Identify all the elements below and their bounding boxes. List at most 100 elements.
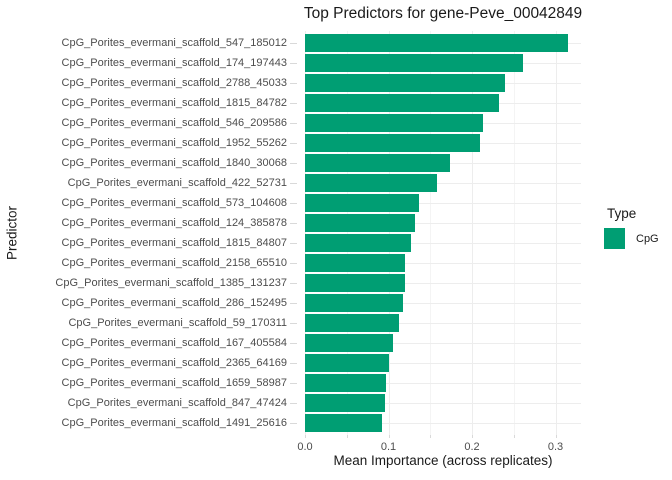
- gridline-vertical-major: [555, 31, 557, 435]
- gridline-vertical-minor: [513, 31, 515, 435]
- bar: [305, 314, 400, 332]
- x-tick-label: 0.3: [547, 441, 564, 453]
- gridline-horizontal: [305, 403, 581, 404]
- y-axis-tick: [290, 143, 297, 144]
- y-axis-label: CpG_Porites_evermani_scaffold_174_197443: [61, 57, 287, 69]
- gridline-horizontal: [305, 323, 581, 324]
- bar: [305, 254, 406, 272]
- y-axis-label: CpG_Porites_evermani_scaffold_2365_64169: [61, 357, 287, 369]
- x-axis-tick: [388, 435, 390, 438]
- gridline-horizontal: [305, 363, 581, 364]
- legend-item-label: CpG: [636, 232, 659, 245]
- x-tick-label: 0.2: [464, 441, 480, 453]
- bar: [305, 54, 523, 72]
- gridline-horizontal: [305, 243, 581, 244]
- y-axis-label: CpG_Porites_evermani_scaffold_2788_45033: [61, 77, 287, 89]
- gridline-horizontal: [305, 423, 581, 424]
- bar: [305, 214, 416, 232]
- bar: [305, 234, 412, 252]
- y-axis-label: CpG_Porites_evermani_scaffold_546_209586: [61, 117, 287, 129]
- y-axis-tick: [290, 203, 297, 204]
- y-axis-label: CpG_Porites_evermani_scaffold_2158_65510: [61, 257, 287, 269]
- gridline-horizontal: [305, 303, 581, 304]
- y-axis-tick: [290, 423, 297, 424]
- gridline-horizontal: [305, 203, 581, 204]
- x-axis-tick: [472, 435, 473, 438]
- gridline-horizontal: [305, 183, 581, 184]
- gridline-horizontal: [305, 283, 581, 284]
- y-axis-label: CpG_Porites_evermani_scaffold_1491_25616: [61, 417, 287, 429]
- plot-panel: [305, 31, 581, 435]
- bar: [305, 174, 437, 192]
- x-axis-tick: [555, 435, 557, 438]
- y-axis-label: CpG_Porites_evermani_scaffold_124_385878: [61, 217, 287, 229]
- gridline-horizontal: [305, 343, 581, 344]
- gridline-vertical-major: [388, 31, 390, 435]
- legend-title: Type: [607, 206, 637, 221]
- y-axis-tick: [290, 243, 297, 244]
- chart-title: Top Predictors for gene-Peve_00042849: [303, 5, 583, 22]
- bar: [305, 114, 483, 132]
- legend: Type CpG: [604, 206, 659, 249]
- y-axis-tick: [290, 63, 297, 64]
- y-axis-tick: [290, 103, 297, 104]
- x-axis-tick-minor: [513, 435, 515, 438]
- y-axis-tick: [290, 383, 297, 384]
- y-axis-label: CpG_Porites_evermani_scaffold_1815_84782: [61, 97, 287, 109]
- y-axis-tick: [290, 223, 297, 224]
- x-axis-tick: [305, 435, 306, 438]
- y-axis-label: CpG_Porites_evermani_scaffold_573_104608: [61, 197, 287, 209]
- y-axis-tick: [290, 343, 297, 344]
- bar: [305, 374, 386, 392]
- gridline-vertical-major: [305, 31, 306, 435]
- y-axis-tick: [290, 163, 297, 164]
- gridline-horizontal: [305, 383, 581, 384]
- gridline-vertical-minor: [346, 31, 348, 435]
- x-tick-label: 0.1: [380, 441, 397, 453]
- bar: [305, 274, 406, 292]
- y-axis-tick: [290, 83, 297, 84]
- y-axis-label: CpG_Porites_evermani_scaffold_1952_55262: [61, 137, 287, 149]
- bar: [305, 354, 390, 372]
- y-axis-label: CpG_Porites_evermani_scaffold_286_152495: [61, 297, 287, 309]
- y-axis-label: CpG_Porites_evermani_scaffold_1815_84807: [61, 237, 287, 249]
- gridline-horizontal: [305, 223, 581, 224]
- y-axis-tick: [290, 123, 297, 124]
- bar: [305, 394, 386, 412]
- legend-swatch-icon: [604, 228, 625, 249]
- y-axis-tick: [290, 303, 297, 304]
- y-axis-tick: [290, 263, 297, 264]
- bar: [305, 34, 569, 52]
- y-axis-label: CpG_Porites_evermani_scaffold_1840_30068: [61, 157, 287, 169]
- x-axis-tick-minor: [430, 435, 432, 438]
- gridline-horizontal: [305, 263, 581, 264]
- y-axis-label: CpG_Porites_evermani_scaffold_59_170311: [68, 317, 287, 329]
- x-axis-tick-minor: [346, 435, 348, 438]
- bar: [305, 134, 481, 152]
- bar: [305, 74, 506, 92]
- y-axis-label: CpG_Porites_evermani_scaffold_422_52731: [67, 177, 287, 189]
- x-tick-label: 0.0: [297, 441, 313, 453]
- bar: [305, 414, 382, 432]
- y-axis-tick: [290, 283, 297, 284]
- y-axis-label: CpG_Porites_evermani_scaffold_847_47424: [67, 397, 287, 409]
- bar: [305, 334, 393, 352]
- y-axis-tick: [290, 43, 297, 44]
- y-axis-tick: [290, 183, 297, 184]
- bar: [305, 194, 420, 212]
- x-axis-title: Mean Importance (across replicates): [333, 453, 553, 468]
- y-axis-label: CpG_Porites_evermani_scaffold_167_405584: [61, 337, 287, 349]
- y-axis-label: CpG_Porites_evermani_scaffold_547_185012: [61, 37, 287, 49]
- y-axis-label: CpG_Porites_evermani_scaffold_1659_58987: [61, 377, 287, 389]
- y-axis-tick: [290, 403, 297, 404]
- gridline-vertical-major: [472, 31, 473, 435]
- y-axis-tick: [290, 323, 297, 324]
- bar: [305, 294, 403, 312]
- legend-item-cpg: CpG: [604, 228, 659, 249]
- gridline-vertical-minor: [430, 31, 432, 435]
- y-axis-label: CpG_Porites_evermani_scaffold_1385_13123…: [55, 277, 287, 289]
- bar: [305, 154, 451, 172]
- y-axis-tick: [290, 363, 297, 364]
- bar: [305, 94, 499, 112]
